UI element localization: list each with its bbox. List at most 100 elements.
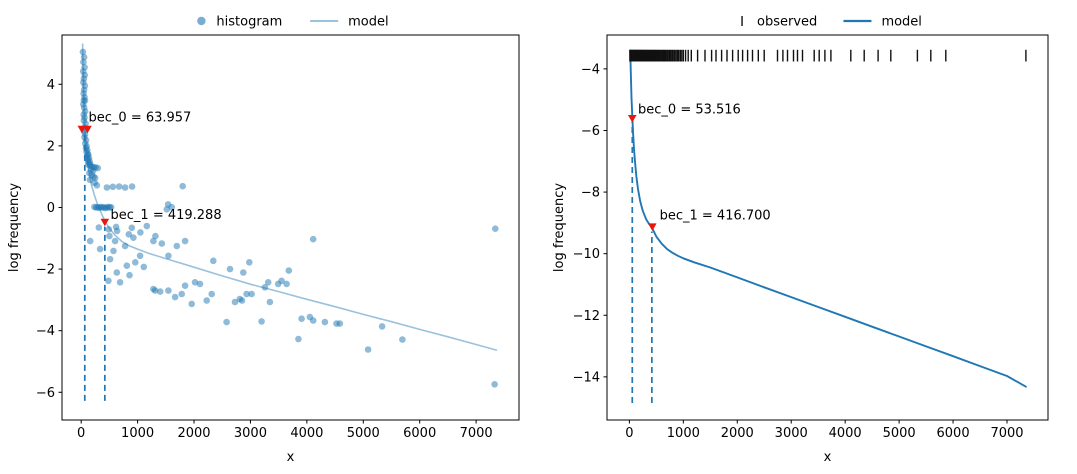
legend-label: model — [348, 15, 388, 30]
y-tick-label: 4 — [47, 78, 55, 93]
data-point — [106, 232, 113, 240]
y-tick-label: −4 — [581, 62, 600, 77]
data-point — [79, 48, 87, 56]
histogram-vs-model-plot: bec_0 = 63.957 bec_1 = 419.288 0 1000 2000 30… — [7, 15, 520, 465]
data-point — [121, 184, 129, 191]
x-axis-label: x — [287, 450, 295, 465]
data-point — [336, 320, 344, 327]
data-point — [109, 183, 117, 191]
bec-annotation: bec_0 = 63.957 — [89, 111, 192, 126]
observed-rug — [629, 49, 1027, 62]
x-tick-label: 1000 — [121, 426, 154, 441]
x-tick-label: 5000 — [347, 426, 380, 441]
axes-spines — [61, 34, 520, 421]
legend-label: model — [881, 15, 921, 30]
data-point — [125, 231, 133, 238]
data-point — [364, 346, 372, 353]
data-point — [143, 222, 151, 230]
y-tick-label: 0 — [47, 201, 55, 216]
y-tick-label: −2 — [36, 263, 55, 278]
data-point — [165, 252, 172, 260]
x-tick-label: 1000 — [667, 426, 700, 441]
x-tick-label: 7000 — [460, 426, 493, 441]
y-tick-label: −6 — [581, 124, 600, 139]
x-tick-label: 2000 — [177, 426, 210, 441]
data-point — [309, 317, 317, 324]
legend-label: histogram — [216, 15, 282, 30]
data-point — [261, 284, 269, 291]
legend: observed model — [741, 15, 922, 30]
data-point — [151, 287, 159, 294]
data-point — [113, 269, 121, 276]
data-point — [240, 269, 247, 276]
data-point — [150, 237, 157, 245]
y-tick-label: 2 — [47, 139, 55, 154]
y-tick-label: −10 — [573, 247, 600, 262]
data-point — [111, 237, 119, 245]
data-point — [96, 245, 104, 253]
data-point — [399, 336, 406, 343]
data-point — [126, 271, 133, 279]
legend: histogram model — [197, 15, 389, 30]
x-tick-label: 0 — [625, 426, 633, 441]
x-tick-label: 4000 — [829, 426, 862, 441]
data-point — [181, 237, 189, 245]
model-line — [81, 43, 498, 351]
y-tick-label: −6 — [36, 386, 55, 401]
data-point — [168, 203, 175, 211]
data-point — [130, 234, 137, 241]
histogram-points — [79, 48, 499, 388]
x-tick-label: 5000 — [883, 426, 916, 441]
data-point — [128, 224, 136, 232]
data-point — [238, 297, 246, 304]
data-point — [210, 257, 217, 265]
data-point — [246, 259, 253, 266]
observed-vs-model-plot: bec_0 = 53.516 bec_1 = 416.700 0 1000 2000 30… — [552, 15, 1049, 465]
data-point — [86, 176, 94, 184]
data-point — [226, 265, 234, 273]
data-point — [171, 293, 179, 301]
y-tick-label: −14 — [573, 370, 600, 385]
data-point — [80, 58, 87, 66]
y-tick-label: −4 — [36, 324, 55, 339]
data-point — [231, 298, 239, 306]
data-point — [107, 203, 115, 211]
bec-marker — [83, 125, 92, 134]
data-point — [95, 224, 103, 231]
data-point — [93, 182, 101, 189]
y-tick-label: −8 — [581, 186, 600, 201]
data-point — [137, 229, 144, 236]
bec-marker — [648, 223, 657, 231]
data-point — [165, 287, 172, 294]
x-tick-label: 2000 — [721, 426, 754, 441]
data-point — [116, 279, 124, 286]
data-point — [158, 240, 166, 247]
data-point — [378, 323, 386, 330]
y-axis-label: log frequency — [552, 183, 567, 272]
x-tick-label: 0 — [77, 426, 85, 441]
data-point — [173, 242, 181, 250]
data-point — [156, 288, 164, 295]
bec-annotation: bec_1 = 419.288 — [111, 208, 222, 223]
legend-label: observed — [757, 15, 817, 30]
plot-area — [79, 43, 499, 401]
data-point — [223, 318, 230, 326]
plot-area — [629, 49, 1027, 404]
data-point — [140, 263, 148, 271]
data-point — [321, 318, 329, 326]
data-point — [181, 282, 189, 290]
data-point — [86, 237, 94, 245]
data-point — [188, 300, 195, 308]
data-point — [491, 381, 498, 388]
x-tick-label: 6000 — [403, 426, 436, 441]
data-point — [298, 315, 305, 323]
model-line — [629, 49, 1027, 388]
data-point — [208, 290, 215, 298]
data-point — [110, 247, 117, 255]
y-tick-label: −12 — [573, 309, 600, 324]
data-point — [258, 318, 265, 325]
data-point — [492, 225, 499, 232]
bec-marker — [77, 125, 87, 134]
